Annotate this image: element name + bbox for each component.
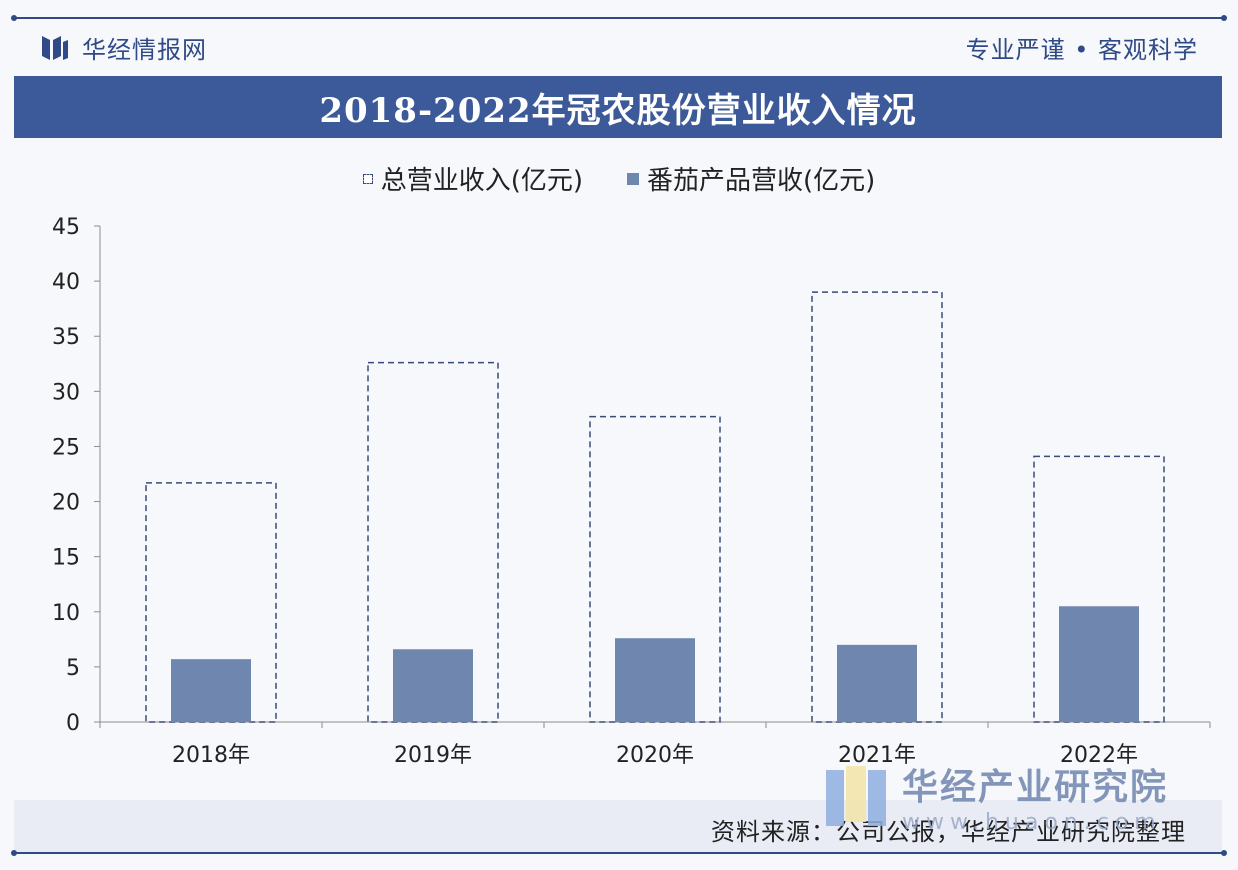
watermark-logo: 华经产业研究院 www.huaon.com [826, 758, 1168, 835]
watermark-url: www.huaon.com [902, 810, 1162, 835]
y-tick-label: 0 [66, 711, 80, 736]
x-tick-label: 2018年 [172, 743, 250, 768]
top-divider [11, 15, 1227, 21]
legend-swatch-dashed [362, 173, 373, 184]
y-tick-label: 35 [52, 325, 80, 350]
brand-logo-icon [42, 35, 68, 60]
slogan: 专业严谨 • 客观科学 [965, 36, 1198, 64]
x-tick-label: 2022年 [1060, 743, 1138, 768]
legend-swatch-solid [627, 172, 639, 185]
y-tick-label: 10 [52, 601, 80, 626]
bar-tomato-revenue [1059, 606, 1139, 722]
source-band: 资料来源：公司公报，华经产业研究院整理 [14, 800, 1222, 852]
legend: 总营业收入(亿元) 番茄产品营收(亿元) [0, 160, 1238, 197]
brand: 华经情报网 [40, 30, 207, 65]
y-tick-label: 20 [52, 491, 80, 516]
x-tick-label: 2021年 [838, 743, 916, 768]
x-tick-label: 2020年 [616, 743, 694, 768]
bar-tomato-revenue [171, 659, 251, 722]
legend-item-tomato: 番茄产品营收(亿元) [627, 160, 875, 197]
y-tick-label: 40 [52, 270, 80, 295]
brand-name: 华经情报网 [82, 36, 207, 64]
bottom-divider [11, 850, 1227, 856]
y-tick-label: 25 [52, 435, 80, 460]
bar-tomato-revenue [615, 638, 695, 722]
y-tick-label: 45 [52, 215, 80, 240]
bar-tomato-revenue [837, 644, 917, 722]
y-tick-label: 30 [52, 380, 80, 405]
y-tick-label: 15 [52, 546, 80, 571]
watermark-name: 华经产业研究院 [902, 767, 1169, 808]
legend-item-total: 总营业收入(亿元) [362, 160, 583, 197]
legend-label-total: 总营业收入(亿元) [380, 166, 583, 196]
y-tick-label: 5 [66, 656, 80, 681]
source-note: 资料来源：公司公报，华经产业研究院整理 [711, 818, 1186, 846]
watermark-logo-icon [826, 765, 886, 826]
bar-tomato-revenue [393, 649, 473, 722]
chart-title: 2018-2022年冠农股份营业收入情况 [319, 90, 917, 131]
x-tick-label: 2019年 [394, 743, 472, 768]
legend-label-tomato: 番茄产品营收(亿元) [647, 166, 876, 196]
watermark-text: 华经产业研究院 www.huaon.com [902, 758, 1168, 835]
title-band: 2018-2022年冠农股份营业收入情况 [14, 76, 1222, 138]
